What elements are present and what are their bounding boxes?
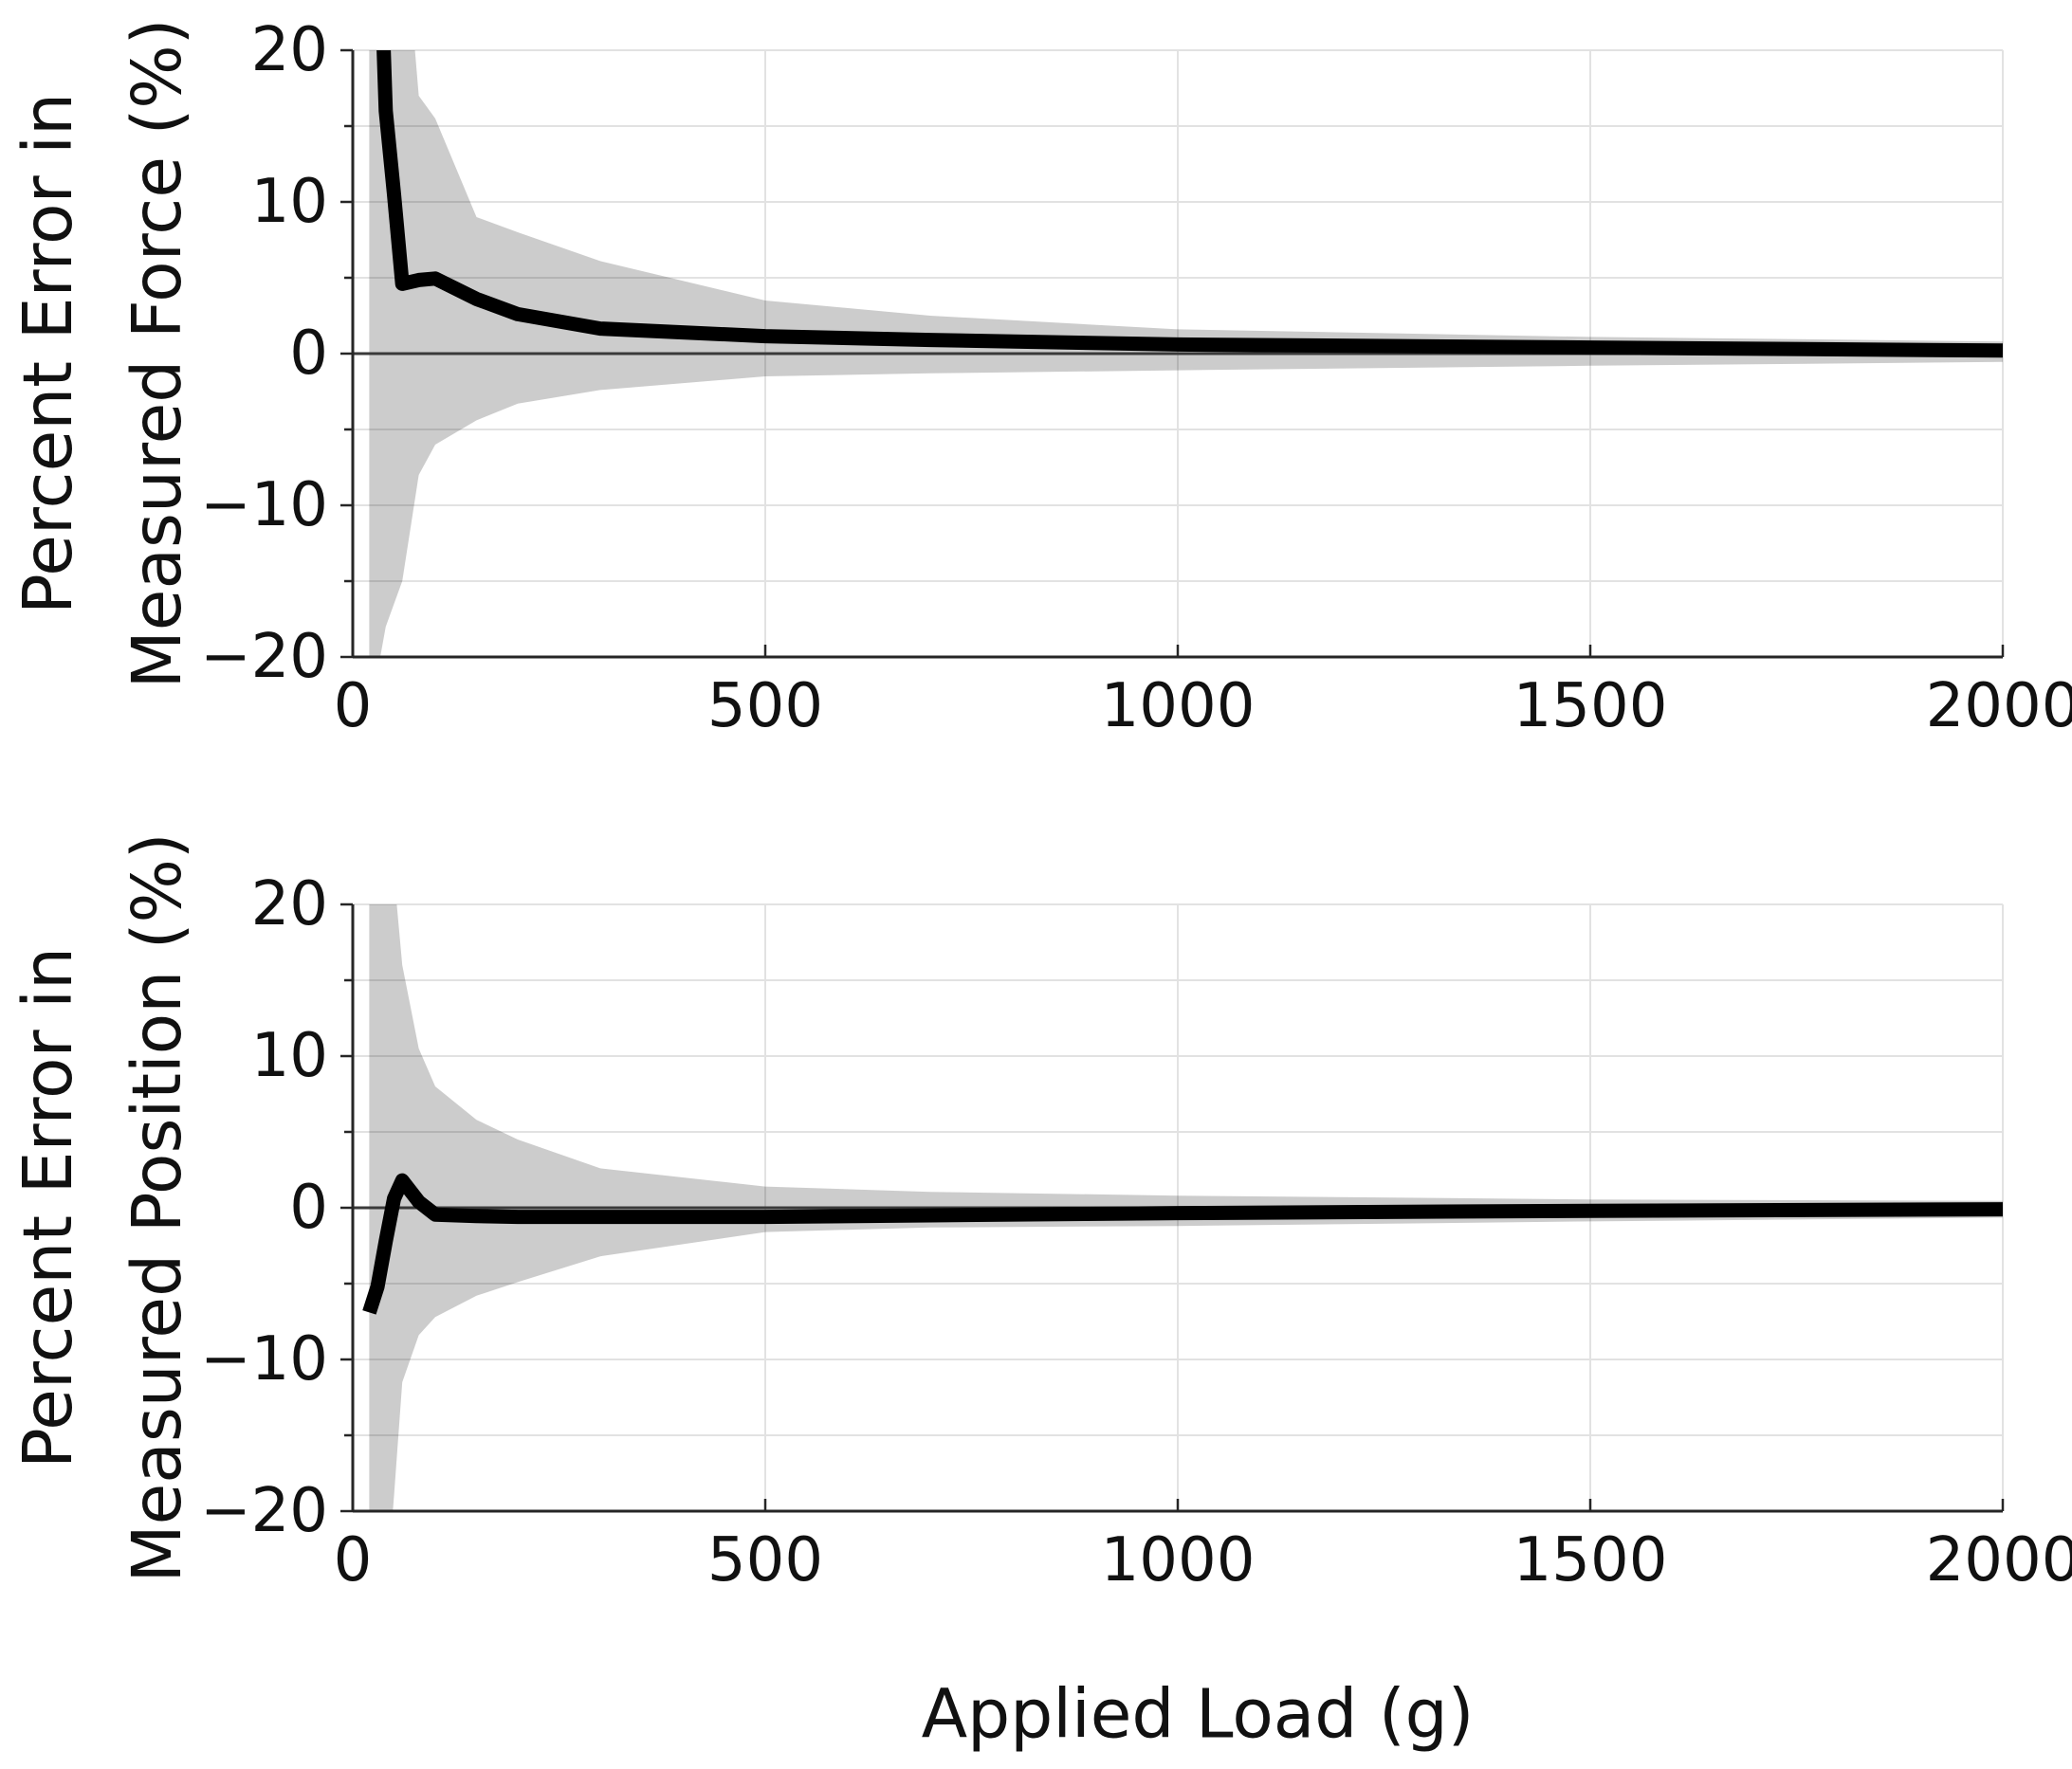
- position-y-axis-label: Percent Error in Measured Position (%): [8, 832, 196, 1583]
- tick-marks: [340, 48, 2005, 659]
- force-y-axis-label: Percent Error in Measured Force (%): [8, 18, 196, 689]
- x-tick-label: 2000: [1925, 671, 2072, 741]
- mean-line: [376, 50, 2003, 358]
- position-error-subplot: [340, 903, 2005, 1513]
- x-tick-label: 1500: [1513, 1525, 1668, 1596]
- x-tick-label: 1000: [1100, 671, 1256, 741]
- y-tick-label: 0: [289, 1173, 328, 1243]
- y-tick-label: −20: [199, 622, 328, 692]
- y-tick-label: 20: [250, 15, 328, 85]
- x-tick-label: 1000: [1100, 1525, 1256, 1596]
- y-tick-label: −10: [199, 470, 328, 540]
- force-error-subplot: [340, 48, 2005, 659]
- x-tick-label: 0: [333, 1525, 373, 1596]
- y-tick-label: 10: [250, 1021, 328, 1091]
- x-tick-label: 1500: [1513, 671, 1668, 741]
- y-tick-label: 0: [289, 319, 328, 389]
- tick-marks: [340, 903, 2005, 1513]
- y-tick-label: −10: [199, 1324, 328, 1395]
- x-tick-label: 0: [333, 671, 373, 741]
- y-tick-label: 20: [250, 869, 328, 939]
- position-error-plot-canvas: [340, 903, 2005, 1513]
- x-tick-label: 500: [706, 1525, 824, 1596]
- gridlines: [353, 49, 2004, 657]
- force-error-plot-canvas: [340, 48, 2005, 659]
- y-tick-label: 10: [250, 167, 328, 237]
- mean-line: [362, 1173, 2003, 1315]
- x-tick-label: 2000: [1925, 1525, 2072, 1596]
- y-tick-label: −20: [199, 1476, 328, 1546]
- x-axis-label: Applied Load (g): [921, 1674, 1475, 1754]
- x-tick-label: 500: [706, 671, 824, 741]
